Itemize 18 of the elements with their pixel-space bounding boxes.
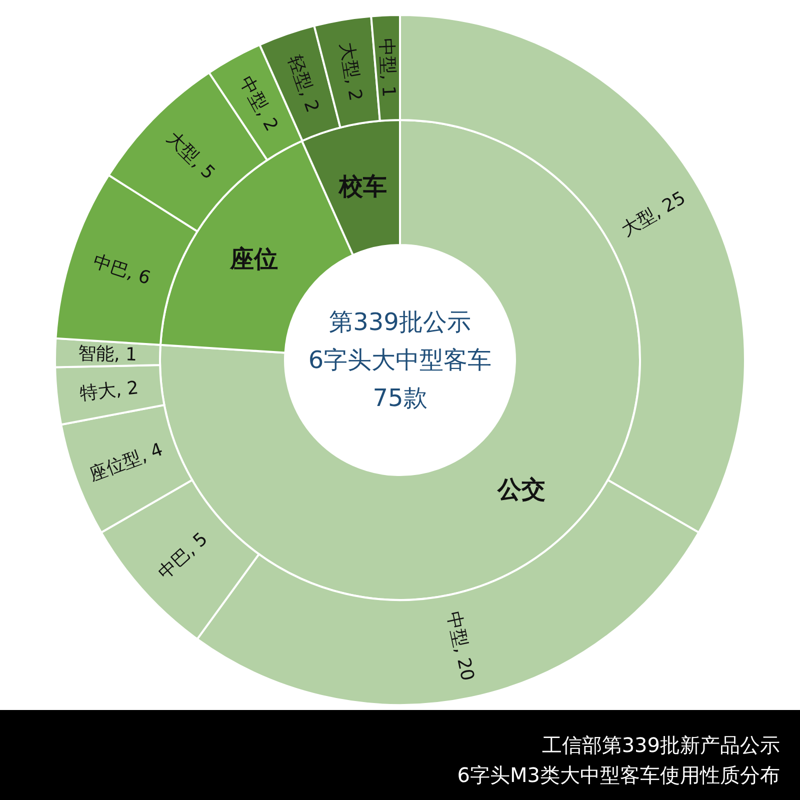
text: 6字头大中型客车: [308, 346, 492, 374]
text: 75款: [372, 384, 428, 412]
data-label: , 1: [378, 74, 400, 98]
text: 6字头M3类大中型客车使用性质分布: [457, 763, 780, 787]
slice-label: 座位型: [86, 446, 144, 486]
text: 第339批公示: [329, 308, 471, 336]
slice-label: 座位: [229, 244, 278, 273]
slice-label: 公交: [496, 475, 546, 504]
slice-label: 中型: [443, 610, 472, 650]
slice-label: 校车: [338, 172, 387, 200]
slice-label: 中型: [376, 38, 399, 75]
data-label: , 2: [114, 377, 140, 400]
text: 工信部第339批新产品公示: [542, 733, 780, 757]
slice-label: 大型: [336, 40, 363, 80]
slice-label: 轻型: [284, 52, 316, 94]
slice-label: 智能: [78, 342, 114, 365]
data-label: , 1: [114, 344, 138, 365]
slice-label: 特大: [78, 379, 117, 404]
